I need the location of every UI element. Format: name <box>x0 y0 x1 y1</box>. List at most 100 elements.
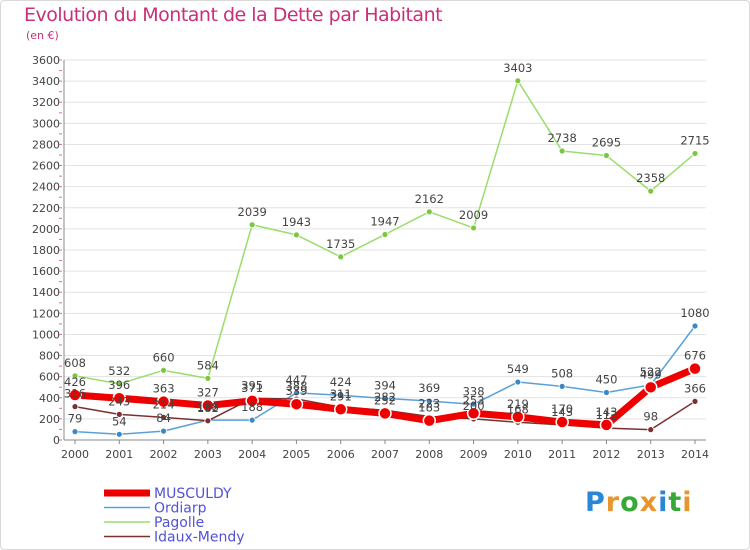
data-label-musculdy: 339 <box>285 384 307 398</box>
data-label-idaux-mendy: 223 <box>418 396 440 410</box>
data-label-pagolle: 2695 <box>592 136 621 150</box>
x-tick-label: 2008 <box>415 448 443 461</box>
y-tick-label: 1200 <box>32 307 60 320</box>
x-tick-label: 2002 <box>150 448 178 461</box>
data-point-pagolle <box>115 380 123 388</box>
data-point-musculdy <box>289 397 304 411</box>
data-point-musculdy <box>68 388 82 402</box>
axes: 0 200 400 600 800 1000 1200 1400 1600 1800 2000 220… <box>32 54 709 461</box>
x-tick-label: 2013 <box>637 448 665 461</box>
data-point-idaux-mendy <box>71 403 79 411</box>
y-tick-label: 2000 <box>32 223 60 236</box>
data-label-ordiarp: 188 <box>197 400 219 414</box>
data-point-musculdy <box>245 394 259 408</box>
data-label-ordiarp: 188 <box>241 400 263 414</box>
y-tick-label: 3400 <box>32 75 60 88</box>
data-label-pagolle: 2738 <box>548 131 577 145</box>
data-point-ordiarp <box>603 389 610 396</box>
data-point-pagolle <box>204 374 212 382</box>
legend-label-pagolle: Pagolle <box>154 515 204 531</box>
data-label-idaux-mendy: 168 <box>507 402 529 416</box>
data-point-pagolle <box>337 253 345 261</box>
data-label-ordiarp: 394 <box>374 378 396 392</box>
y-tick-label: 1600 <box>32 265 60 278</box>
data-label-ordiarp: 508 <box>551 366 573 380</box>
data-point-ordiarp <box>514 378 522 386</box>
x-tick-label: 2000 <box>61 448 89 461</box>
y-tick-label: 1800 <box>32 244 60 257</box>
data-label-ordiarp: 450 <box>595 373 617 387</box>
data-point-ordiarp <box>160 427 167 435</box>
data-point-pagolle <box>293 231 300 239</box>
data-label-idaux-mendy: 243 <box>108 394 130 408</box>
data-point-pagolle <box>381 231 389 238</box>
data-label-pagolle: 608 <box>64 356 86 370</box>
legend-label-idaux-mendy: Idaux-Mendy <box>154 530 245 546</box>
data-labels: 608 532 660 584 2039 1943 1735 1947 2162 2009 3403… <box>64 61 710 429</box>
data-point-idaux-mendy <box>647 426 655 434</box>
y-tick-label: 400 <box>39 392 60 405</box>
data-point-ordiarp <box>381 395 389 402</box>
data-label-ordiarp: 424 <box>330 375 352 389</box>
data-point-musculdy <box>555 415 569 429</box>
data-label-idaux-mendy: 113 <box>595 408 617 422</box>
data-label-musculdy: 170 <box>551 402 573 416</box>
legend-label-musculdy: MUSCULDY <box>154 486 232 502</box>
data-label-pagolle: 532 <box>108 364 130 378</box>
data-label-musculdy: 371 <box>241 381 263 395</box>
data-point-pagolle <box>691 150 699 157</box>
data-label-ordiarp: 338 <box>463 384 485 398</box>
data-label-pagolle: 660 <box>153 350 175 364</box>
data-label-musculdy: 396 <box>108 378 130 392</box>
data-point-pagolle <box>160 366 167 374</box>
chart-title: Evolution du Montant de la Dette par Hab… <box>24 4 443 26</box>
data-point-musculdy <box>599 418 614 432</box>
y-tick-label: 1400 <box>32 286 60 299</box>
data-label-pagolle: 1735 <box>326 237 355 251</box>
data-point-pagolle <box>425 208 433 216</box>
y-tick-label: 2800 <box>32 138 60 151</box>
x-tick-label: 2009 <box>460 448 488 461</box>
data-label-musculdy: 219 <box>507 397 529 411</box>
x-tick-label: 2005 <box>282 448 310 461</box>
data-point-pagolle <box>248 221 256 229</box>
data-label-idaux-mendy: 366 <box>684 381 706 395</box>
y-tick-label: 0 <box>53 434 60 447</box>
y-tick-label: 2400 <box>32 181 60 194</box>
x-tick-label: 2012 <box>592 448 620 461</box>
data-label-musculdy: 252 <box>374 393 396 407</box>
data-label-ordiarp: 84 <box>156 411 171 425</box>
data-point-pagolle <box>470 224 477 232</box>
data-point-musculdy <box>643 380 658 395</box>
x-tick-label: 2011 <box>548 448 576 461</box>
data-label-pagolle: 3403 <box>503 61 532 75</box>
data-label-ordiarp: 549 <box>507 362 529 376</box>
y-tick-label: 200 <box>39 413 60 426</box>
data-label-ordiarp: 54 <box>112 414 127 428</box>
y-tick-label: 2200 <box>32 202 60 215</box>
data-label-ordiarp: 447 <box>285 373 307 387</box>
data-point-idaux-mendy <box>115 410 123 418</box>
data-label-musculdy: 426 <box>64 375 86 389</box>
data-point-musculdy <box>466 406 481 421</box>
data-label-ordiarp: 79 <box>68 412 83 426</box>
data-label-idaux-mendy: 214 <box>153 397 175 411</box>
data-point-musculdy <box>378 406 392 421</box>
data-label-idaux-mendy: 311 <box>330 387 352 401</box>
data-label-musculdy: 291 <box>330 389 352 403</box>
x-tick-label: 2010 <box>504 448 532 461</box>
data-point-musculdy <box>333 402 348 417</box>
y-tick-label: 1000 <box>32 328 60 341</box>
data-point-idaux-mendy <box>691 397 699 405</box>
x-tick-label: 2001 <box>105 448 133 461</box>
data-label-ordiarp: 522 <box>640 365 662 379</box>
data-point-ordiarp <box>337 391 345 399</box>
data-label-idaux-mendy: 200 <box>463 399 485 413</box>
data-label-idaux-mendy: 316 <box>64 387 86 401</box>
x-tick-label: 2007 <box>371 448 399 461</box>
data-label-ordiarp: 1080 <box>680 306 709 320</box>
y-tick-label: 800 <box>39 350 60 363</box>
